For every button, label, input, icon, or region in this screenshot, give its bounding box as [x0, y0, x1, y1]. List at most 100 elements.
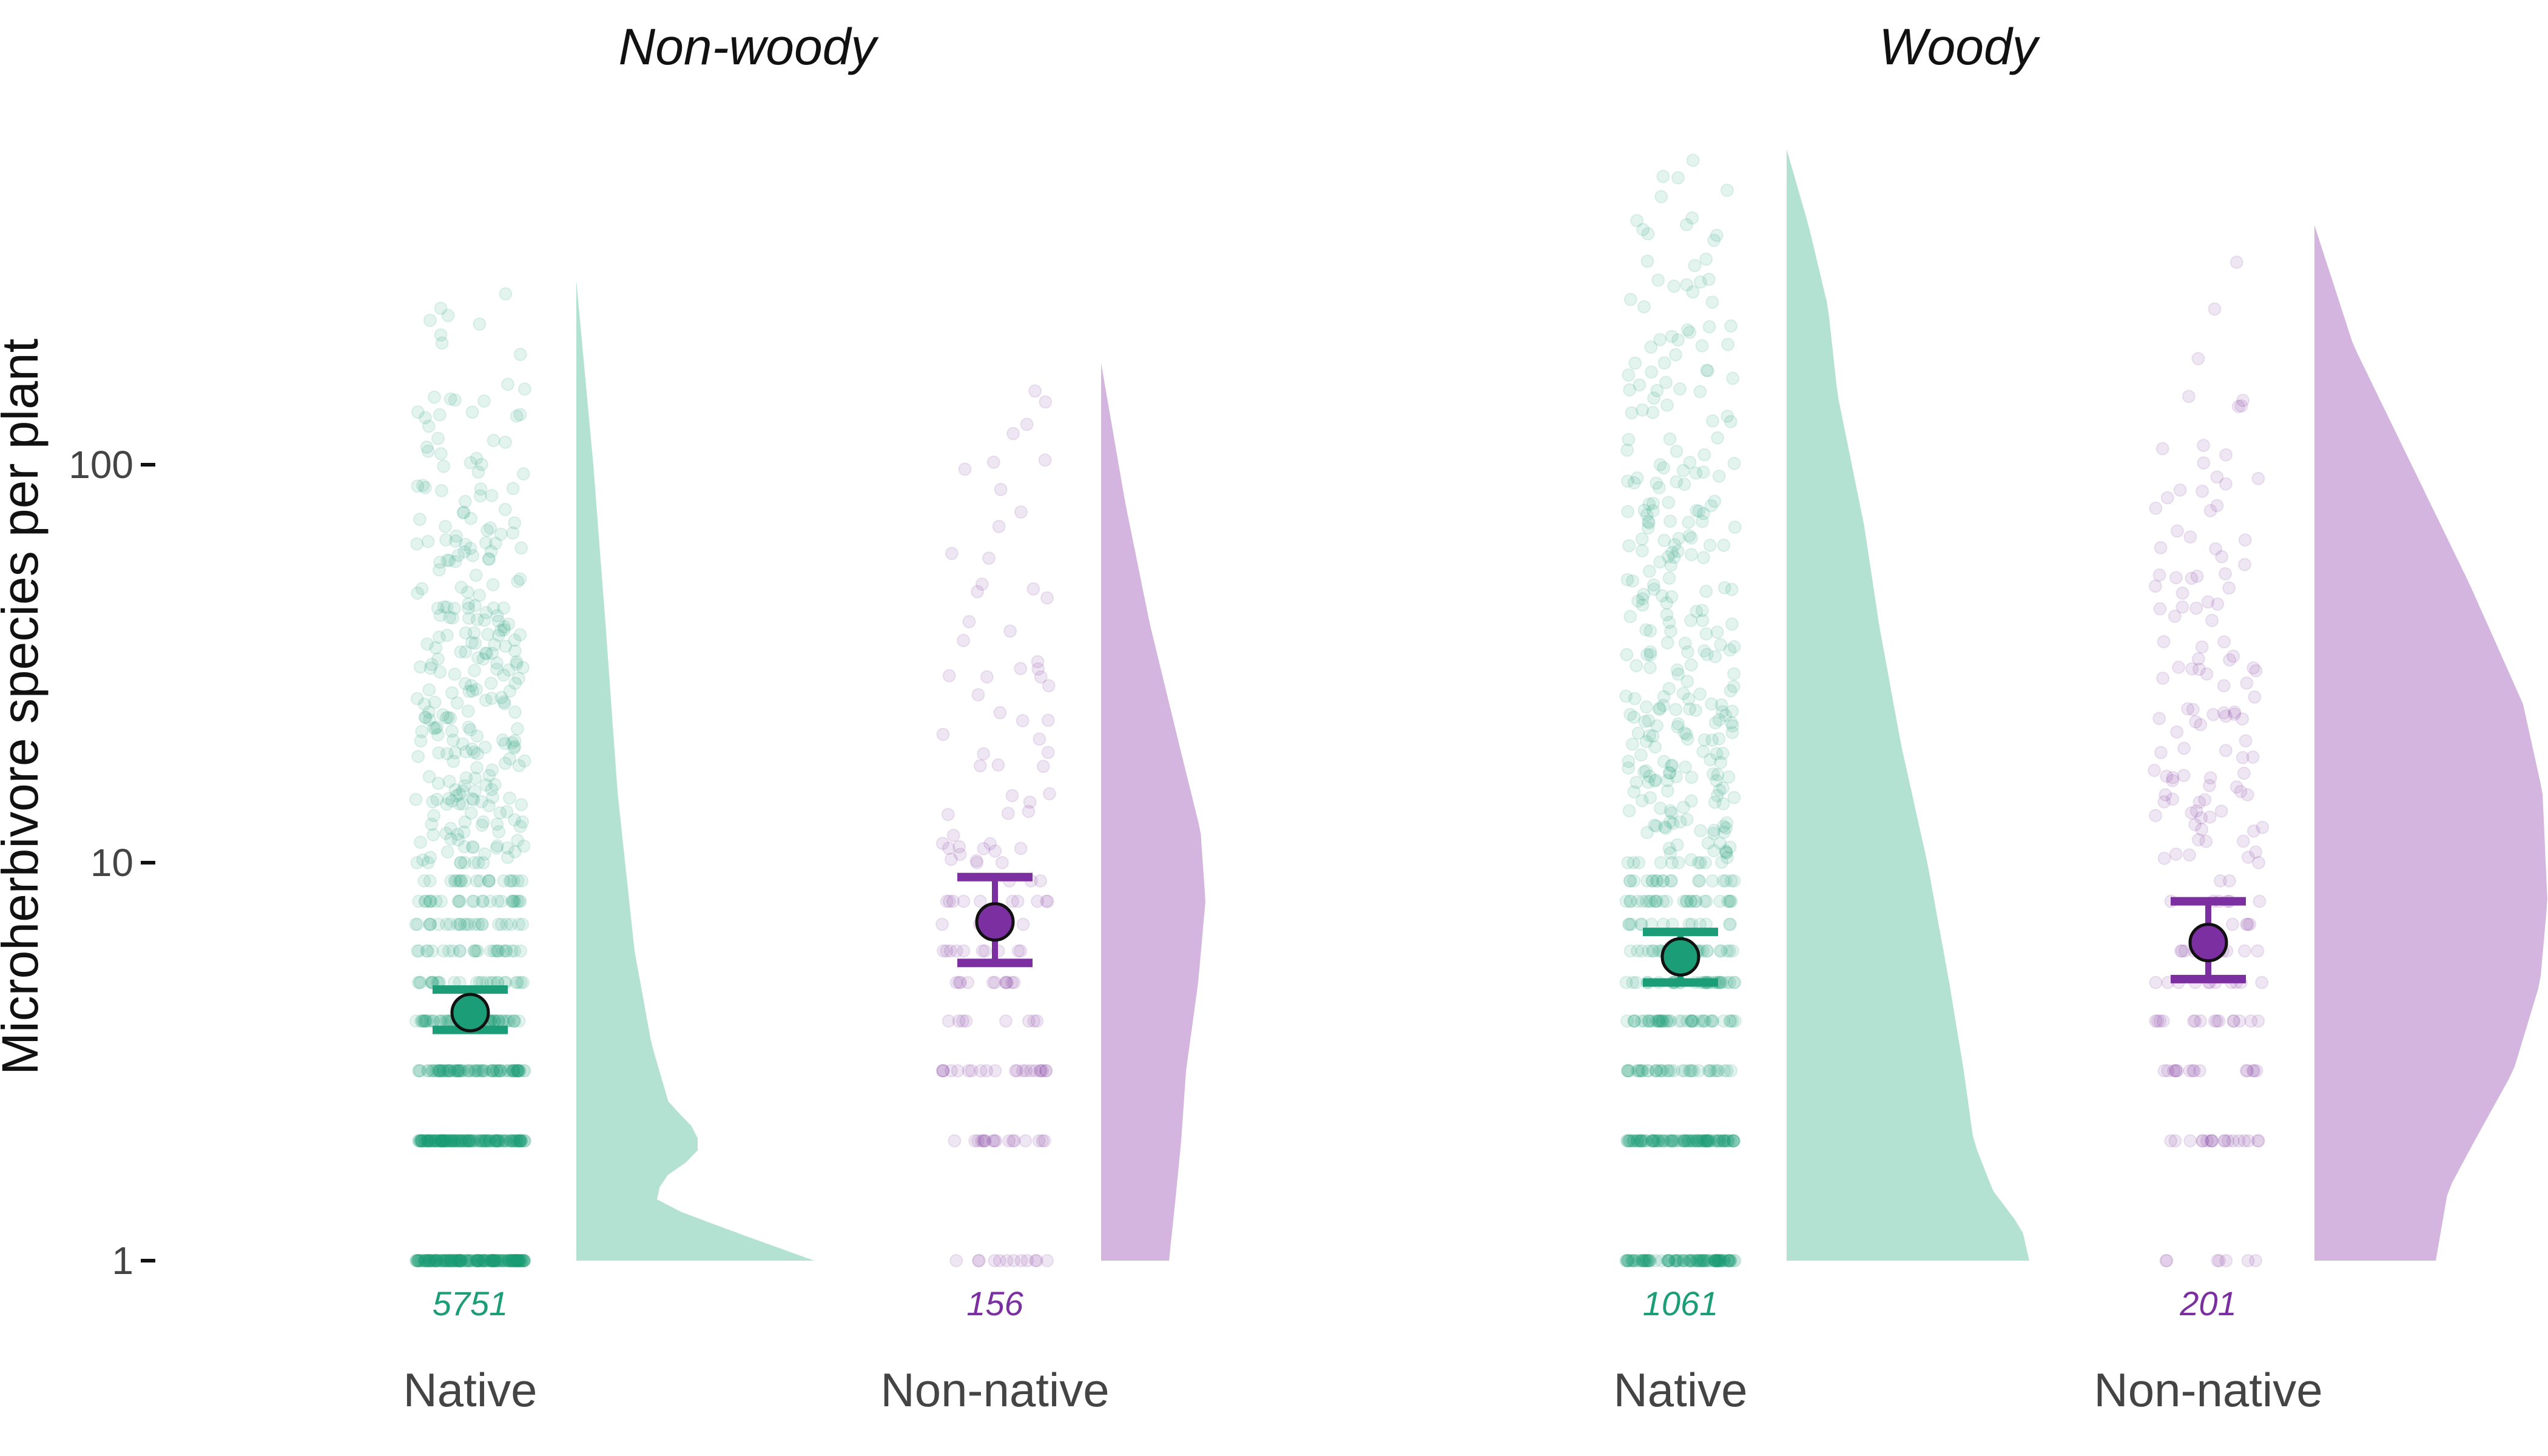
- data-point: [1726, 944, 1739, 958]
- data-point: [2166, 1064, 2180, 1077]
- data-point: [468, 771, 482, 785]
- data-point: [2237, 766, 2251, 780]
- data-point: [1634, 748, 1648, 762]
- data-point: [1635, 544, 1649, 558]
- data-point: [1697, 1254, 1711, 1267]
- data-point: [511, 1064, 525, 1077]
- data-point: [992, 519, 1006, 533]
- data-point: [2213, 1254, 2226, 1267]
- data-point: [1697, 1014, 1711, 1028]
- data-point: [1668, 1254, 1682, 1267]
- data-point: [993, 706, 1007, 720]
- data-point: [1656, 1064, 1670, 1077]
- data-point: [515, 874, 529, 888]
- data-point: [507, 1134, 521, 1148]
- data-point: [973, 894, 987, 908]
- data-point: [1706, 767, 1720, 781]
- data-point: [476, 1134, 490, 1148]
- data-point: [468, 1064, 482, 1077]
- data-point: [1708, 650, 1722, 664]
- data-point: [463, 1134, 477, 1148]
- data-point: [1620, 648, 1634, 662]
- data-point: [2160, 769, 2174, 783]
- data-point: [453, 944, 467, 958]
- data-point: [1728, 521, 1742, 534]
- data-point: [1032, 1134, 1046, 1148]
- data-point: [1669, 1134, 1683, 1148]
- data-point: [1656, 698, 1670, 712]
- data-point: [2149, 501, 2163, 515]
- data-point: [485, 1254, 499, 1267]
- data-point: [1700, 647, 1714, 661]
- data-point: [1699, 856, 1712, 869]
- data-point: [1707, 1254, 1721, 1267]
- data-point: [487, 944, 501, 958]
- data-point: [497, 1254, 511, 1267]
- data-point: [935, 917, 949, 931]
- data-point: [428, 1254, 442, 1267]
- data-point: [477, 1254, 491, 1267]
- data-point: [428, 721, 442, 735]
- data-point: [433, 1064, 447, 1077]
- data-point: [2211, 1254, 2225, 1267]
- data-point: [452, 1254, 466, 1267]
- data-point: [511, 1254, 525, 1267]
- data-point: [471, 465, 485, 479]
- data-point: [1701, 836, 1715, 850]
- data-point: [1688, 258, 1702, 272]
- data-point: [496, 1134, 509, 1148]
- data-point: [434, 1064, 447, 1077]
- data-point: [1031, 655, 1045, 669]
- data-point: [462, 1134, 476, 1148]
- data-point: [1690, 1254, 1704, 1267]
- data-point: [433, 555, 447, 569]
- data-point: [423, 851, 437, 864]
- data-point: [1710, 1254, 1724, 1267]
- data-point: [471, 747, 485, 761]
- data-point: [504, 874, 518, 888]
- data-point: [1624, 1134, 1637, 1148]
- data-point: [1633, 1134, 1646, 1148]
- data-point: [500, 917, 514, 931]
- data-point: [410, 856, 424, 869]
- data-point: [490, 608, 504, 622]
- data-point: [439, 826, 453, 840]
- data-point: [482, 799, 496, 813]
- data-point: [421, 1134, 435, 1148]
- data-point: [1014, 505, 1028, 519]
- data-point: [1701, 364, 1714, 378]
- data-point: [417, 1254, 431, 1267]
- xtick-label-non-woody-non-native: Non-native: [880, 1363, 1109, 1417]
- data-point: [439, 533, 453, 547]
- data-point: [2153, 602, 2167, 616]
- data-point: [2221, 1134, 2235, 1148]
- data-point: [2239, 734, 2253, 748]
- data-point: [506, 1064, 519, 1077]
- data-point: [2240, 676, 2254, 690]
- data-point: [1665, 1134, 1679, 1148]
- data-point: [1660, 774, 1674, 787]
- data-point: [434, 1134, 448, 1148]
- data-point: [1016, 714, 1030, 727]
- data-point: [1694, 1254, 1708, 1267]
- data-point: [508, 516, 522, 530]
- data-point: [429, 894, 443, 908]
- data-point: [1657, 1134, 1671, 1148]
- data-point: [510, 1134, 524, 1148]
- data-point: [487, 1254, 501, 1267]
- data-point: [1699, 252, 1713, 266]
- data-point: [461, 585, 474, 599]
- data-point: [494, 690, 508, 704]
- data-point: [463, 723, 477, 736]
- data-point: [517, 1134, 531, 1148]
- data-point: [491, 1014, 505, 1028]
- data-point: [1665, 1134, 1679, 1148]
- data-point: [2157, 795, 2171, 809]
- data-point: [1014, 944, 1028, 958]
- data-point: [1653, 701, 1667, 715]
- data-point: [450, 1254, 464, 1267]
- data-point: [511, 575, 525, 588]
- data-point: [470, 682, 484, 696]
- data-point: [433, 1064, 447, 1077]
- data-point: [471, 1064, 485, 1077]
